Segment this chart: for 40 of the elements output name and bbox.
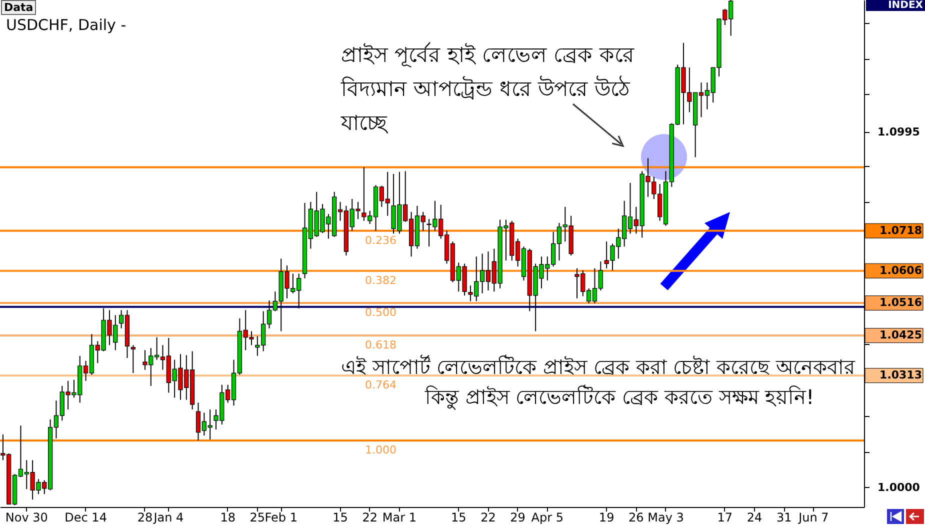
x-tick-label: 15 xyxy=(450,510,466,524)
x-tick-label: 26 xyxy=(628,510,644,524)
y-tick-label: 1.0000 xyxy=(878,480,920,494)
x-tick-label: 19 xyxy=(598,510,614,524)
ref-line-label: 1.0606 xyxy=(880,264,922,277)
x-tick-label: 28 xyxy=(137,510,153,524)
x-tick-label: Feb 1 xyxy=(264,510,298,524)
x-tick-label: 29 xyxy=(510,510,526,524)
annotation: 1.000 xyxy=(365,444,396,457)
x-tick-label: 18 xyxy=(220,510,236,524)
x-tick-label: Dec 14 xyxy=(64,510,107,524)
x-tick-label: Mar 1 xyxy=(382,510,416,524)
x-tick-label: 24 xyxy=(746,510,762,524)
annotation: কিন্তু প্রাইস লেভেলটিকে ব্রেক করতে সক্ষম হয়নি! xyxy=(425,384,814,412)
annotation: প্রাইস পূর্বের হাই লেভেল ব্রেক করে বিদ্যমান আপট্রেন্ড ধরে উপরে উঠে যাচ্ছে xyxy=(341,41,634,137)
annotation: 0.618 xyxy=(365,338,396,352)
x-tick-label: 25 xyxy=(250,510,266,524)
y-tick-label: 1.0995 xyxy=(878,125,920,138)
x-tick-label: May 3 xyxy=(648,510,684,524)
candlestick xyxy=(130,344,136,374)
ref-line-label: 1.0313 xyxy=(880,368,922,382)
x-tick-label: 22 xyxy=(480,510,496,524)
text: USDCHF, Daily - xyxy=(6,16,126,34)
annotation: 0.382 xyxy=(365,274,396,287)
annotation: Data xyxy=(1,0,36,15)
ref-line-label: 1.0425 xyxy=(880,328,922,342)
x-tick-label: Jun 7 xyxy=(798,510,829,524)
x-tick-label: Nov 30 xyxy=(5,510,48,524)
x-tick-label: Apr 5 xyxy=(531,510,564,524)
annotation: 0.500 xyxy=(365,306,396,319)
x-tick-label: 31 xyxy=(776,510,792,524)
x-tick-label: 15 xyxy=(332,510,348,524)
annotation: 0.236 xyxy=(365,234,396,247)
x-tick-label: 22 xyxy=(362,510,378,524)
annotation: 0.764 xyxy=(365,378,396,392)
x-tick-label: Jan 4 xyxy=(152,510,184,524)
text: INDEX xyxy=(866,0,925,11)
ref-line-label: 1.0718 xyxy=(880,224,922,237)
ref-line-label: 1.0516 xyxy=(880,296,922,309)
x-tick-label: 17 xyxy=(717,510,733,524)
